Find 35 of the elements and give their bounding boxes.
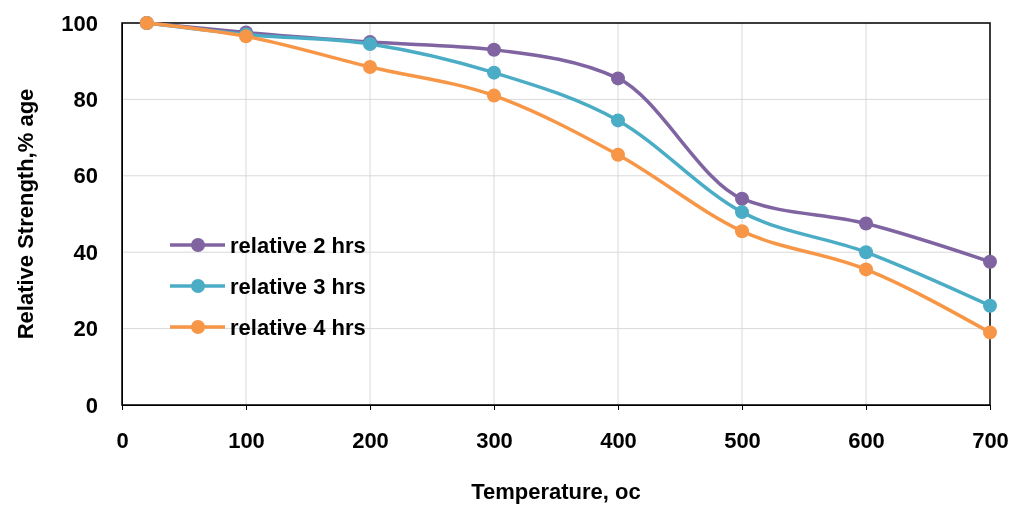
x-axis-title: Temperature, oc [471, 479, 641, 504]
point [859, 216, 873, 231]
point [983, 325, 997, 340]
x-tick-label: 0 [116, 427, 129, 453]
y-tick-label: 80 [73, 86, 98, 112]
y-tick-label: 60 [73, 163, 98, 189]
point [611, 113, 625, 128]
x-tick-label: 400 [600, 427, 637, 453]
point [363, 59, 377, 74]
y-tick-label: 100 [61, 10, 98, 36]
x-tick-label: 100 [228, 427, 265, 453]
point [735, 224, 749, 239]
x-tick-label: 300 [476, 427, 513, 453]
y-axis-title: Relative Strength,% age [13, 88, 38, 340]
x-tick-label: 600 [848, 427, 885, 453]
point [735, 191, 749, 206]
point [487, 65, 501, 80]
legend-label: relative 2 hrs [230, 233, 366, 258]
legend-label: relative 3 hrs [230, 274, 366, 299]
point [735, 205, 749, 220]
y-tick-label: 40 [73, 239, 98, 265]
x-tick-label: 500 [724, 427, 761, 453]
y-tick-label: 0 [85, 392, 98, 418]
point [983, 254, 997, 269]
point [487, 42, 501, 57]
point [487, 88, 501, 103]
point [983, 298, 997, 313]
y-tick-label: 20 [73, 316, 98, 342]
x-tick-label: 700 [972, 427, 1009, 453]
x-tick-label: 200 [352, 427, 389, 453]
point [611, 147, 625, 162]
point [611, 71, 625, 86]
point [859, 245, 873, 260]
point [859, 262, 873, 277]
legend-label: relative 4 hrs [230, 315, 366, 340]
